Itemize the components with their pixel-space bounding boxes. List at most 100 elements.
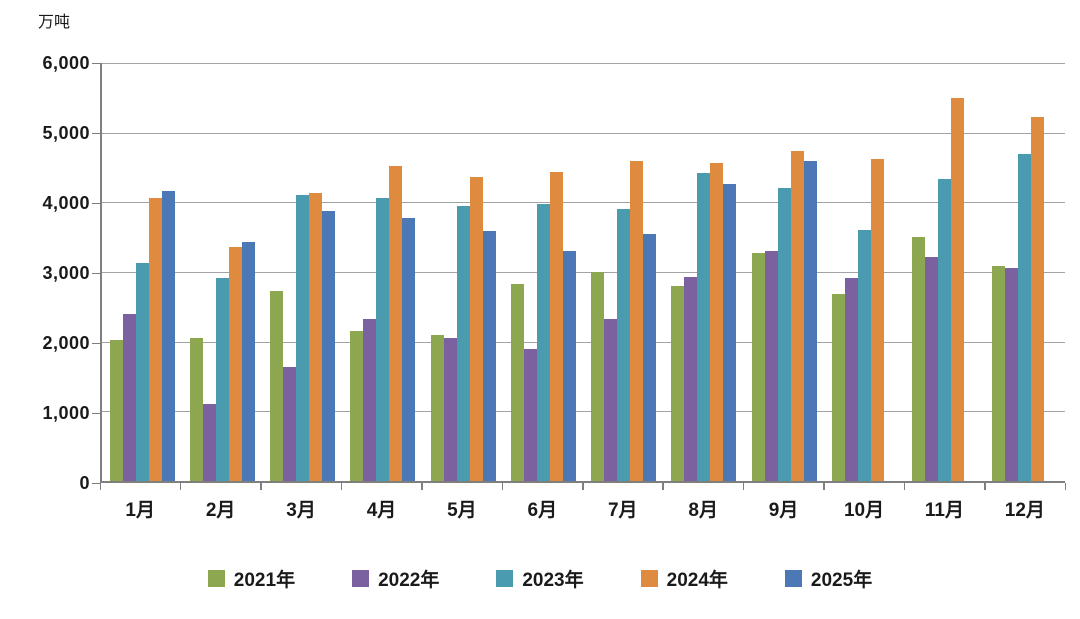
bar-2024年-1月 (148, 198, 162, 481)
bar-2024年-6月 (549, 171, 563, 481)
bar-2021年-10月 (831, 294, 845, 481)
x-axis-tick-mark (340, 483, 343, 490)
legend-label: 2022年 (378, 570, 440, 591)
bar-2025年-1月 (161, 191, 175, 481)
bar-2021年-9月 (751, 252, 765, 481)
bar-2021年-3月 (270, 290, 284, 481)
x-axis-tick-mark (662, 483, 664, 490)
bar-2021年-5月 (430, 335, 444, 481)
x-axis-tick-mark (421, 483, 423, 490)
bar-2021年-6月 (510, 283, 524, 481)
plot-area (100, 63, 1065, 483)
x-axis-tick-label: 8月 (688, 500, 718, 521)
legend-item-2025年: 2025年 (784, 565, 873, 592)
bar-2023年-1月 (135, 262, 149, 481)
bar-2025年-5月 (482, 230, 496, 481)
x-axis-tick-mark (823, 483, 825, 490)
bar-group-4月 (343, 63, 423, 481)
gridline (102, 411, 1065, 413)
legend: 2021年 2022年 2023年 2024年 2025年 (0, 565, 1080, 592)
x-axis-tick-label: 1月 (125, 500, 155, 521)
gridline (102, 272, 1065, 273)
x-axis-tick-mark (903, 483, 906, 490)
x-axis-tick-label: 11月 (924, 500, 964, 521)
x-axis-tick-mark (582, 483, 584, 490)
y-axis-tick-label: 4,000 (42, 193, 90, 213)
y-axis-tick-mark (92, 202, 100, 204)
bar-2021年-8月 (671, 285, 685, 481)
bar-2023年-7月 (617, 209, 631, 481)
bar-2023年-12月 (1018, 153, 1032, 481)
bar-2023年-9月 (777, 188, 791, 481)
bar-group-9月 (744, 63, 824, 481)
gridline (102, 202, 1065, 204)
y-axis-tick-label: 1,000 (42, 403, 90, 423)
bar-group-2月 (182, 63, 262, 481)
x-axis-tick-mark (179, 483, 182, 490)
bar-2023年-4月 (376, 198, 390, 481)
x-axis-tick-label: 7月 (607, 500, 638, 521)
bar-2021年-1月 (109, 340, 123, 481)
legend-swatch (207, 570, 225, 587)
x-axis-tick-label: 6月 (527, 500, 558, 521)
bar-2024年-4月 (389, 166, 403, 481)
legend-label: 2025年 (810, 570, 873, 591)
bar-2025年-2月 (241, 242, 255, 481)
x-axis-tick-mark (501, 483, 504, 490)
bar-2021年-7月 (591, 272, 605, 481)
x-axis-tick-label: 4月 (366, 500, 397, 521)
bar-group-7月 (584, 63, 664, 481)
bar-2023年-11月 (938, 178, 952, 481)
gridline (102, 132, 1065, 134)
bar-2022年-12月 (1005, 267, 1019, 481)
legend-item-2023年: 2023年 (496, 565, 584, 592)
bar-2021年-4月 (350, 330, 364, 481)
y-axis-tick-label: 0 (79, 473, 90, 493)
bar-2024年-5月 (469, 177, 483, 481)
y-axis-tick-mark (92, 132, 100, 134)
gridline (102, 63, 1065, 64)
x-axis-tick-label: 2月 (205, 500, 236, 521)
bar-2022年-11月 (925, 257, 939, 481)
bar-2021年-2月 (189, 337, 203, 481)
legend-item-2021年: 2021年 (207, 565, 296, 592)
bar-2022年-4月 (363, 318, 377, 481)
y-axis-tick-label: 3,000 (42, 263, 90, 283)
x-axis-tick-label: 12月 (1004, 500, 1045, 521)
bar-2023年-3月 (296, 195, 310, 481)
bar-groups (102, 63, 1065, 481)
legend-label: 2021年 (233, 570, 296, 591)
bar-2024年-12月 (1031, 117, 1045, 481)
y-axis-tick-mark (92, 412, 100, 414)
x-axis-tick-mark (99, 483, 101, 490)
bar-2022年-2月 (202, 403, 216, 481)
bar-2024年-7月 (630, 160, 644, 481)
legend-item-2024年: 2024年 (640, 565, 728, 592)
legend-label: 2024年 (666, 570, 728, 591)
gridline (102, 341, 1065, 343)
bar-group-6月 (503, 63, 583, 481)
legend-swatch (352, 570, 370, 587)
y-axis-tick-mark (92, 482, 100, 484)
bar-2022年-1月 (122, 313, 136, 481)
bar-2024年-3月 (309, 193, 323, 481)
bar-2025年-8月 (723, 184, 737, 481)
bar-2024年-10月 (870, 159, 884, 481)
x-axis-tick-label: 10月 (843, 500, 885, 521)
x-axis-tick-label: 3月 (286, 500, 316, 521)
bar-2023年-6月 (536, 203, 550, 481)
bar-2022年-10月 (844, 278, 858, 481)
bar-group-12月 (985, 63, 1065, 481)
x-axis-tick-mark (260, 483, 262, 490)
y-axis-tick-label: 2,000 (42, 333, 90, 353)
bar-group-10月 (824, 63, 904, 481)
bar-2025年-3月 (322, 211, 336, 481)
bar-2025年-9月 (803, 161, 817, 481)
bar-2024年-8月 (710, 162, 724, 481)
bar-2024年-2月 (228, 246, 242, 481)
bar-group-3月 (262, 63, 342, 481)
bar-2022年-5月 (443, 338, 457, 481)
bar-2021年-11月 (912, 237, 926, 481)
x-axis-tick-mark (742, 483, 745, 490)
